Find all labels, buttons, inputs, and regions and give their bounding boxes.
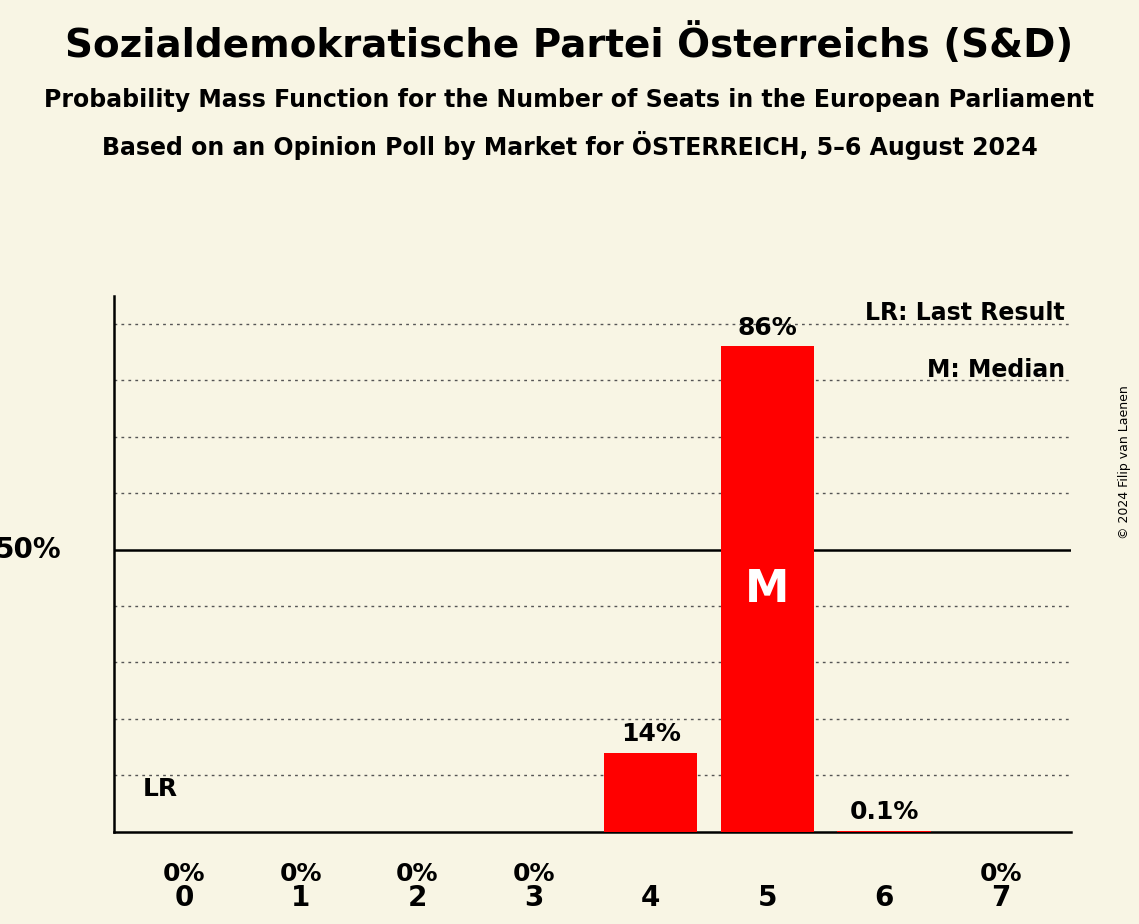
Text: Probability Mass Function for the Number of Seats in the European Parliament: Probability Mass Function for the Number…: [44, 88, 1095, 112]
Bar: [721, 346, 814, 832]
Text: 50%: 50%: [0, 536, 62, 564]
Text: 0%: 0%: [513, 862, 555, 886]
Text: 0.1%: 0.1%: [850, 800, 919, 824]
Text: LR: Last Result: LR: Last Result: [866, 301, 1065, 325]
Text: 0%: 0%: [163, 862, 205, 886]
Text: Sozialdemokratische Partei Österreichs (S&D): Sozialdemokratische Partei Österreichs (…: [65, 23, 1074, 65]
Text: 0%: 0%: [980, 862, 1022, 886]
Text: Based on an Opinion Poll by Market for ÖSTERREICH, 5–6 August 2024: Based on an Opinion Poll by Market for Ö…: [101, 131, 1038, 160]
Bar: [604, 753, 697, 832]
Text: M: M: [745, 567, 789, 611]
Text: 14%: 14%: [621, 722, 681, 746]
Text: © 2024 Filip van Laenen: © 2024 Filip van Laenen: [1118, 385, 1131, 539]
Text: 86%: 86%: [737, 316, 797, 340]
Text: 0%: 0%: [396, 862, 439, 886]
Text: M: Median: M: Median: [927, 358, 1065, 382]
Text: 0%: 0%: [279, 862, 322, 886]
Text: LR: LR: [144, 777, 178, 801]
